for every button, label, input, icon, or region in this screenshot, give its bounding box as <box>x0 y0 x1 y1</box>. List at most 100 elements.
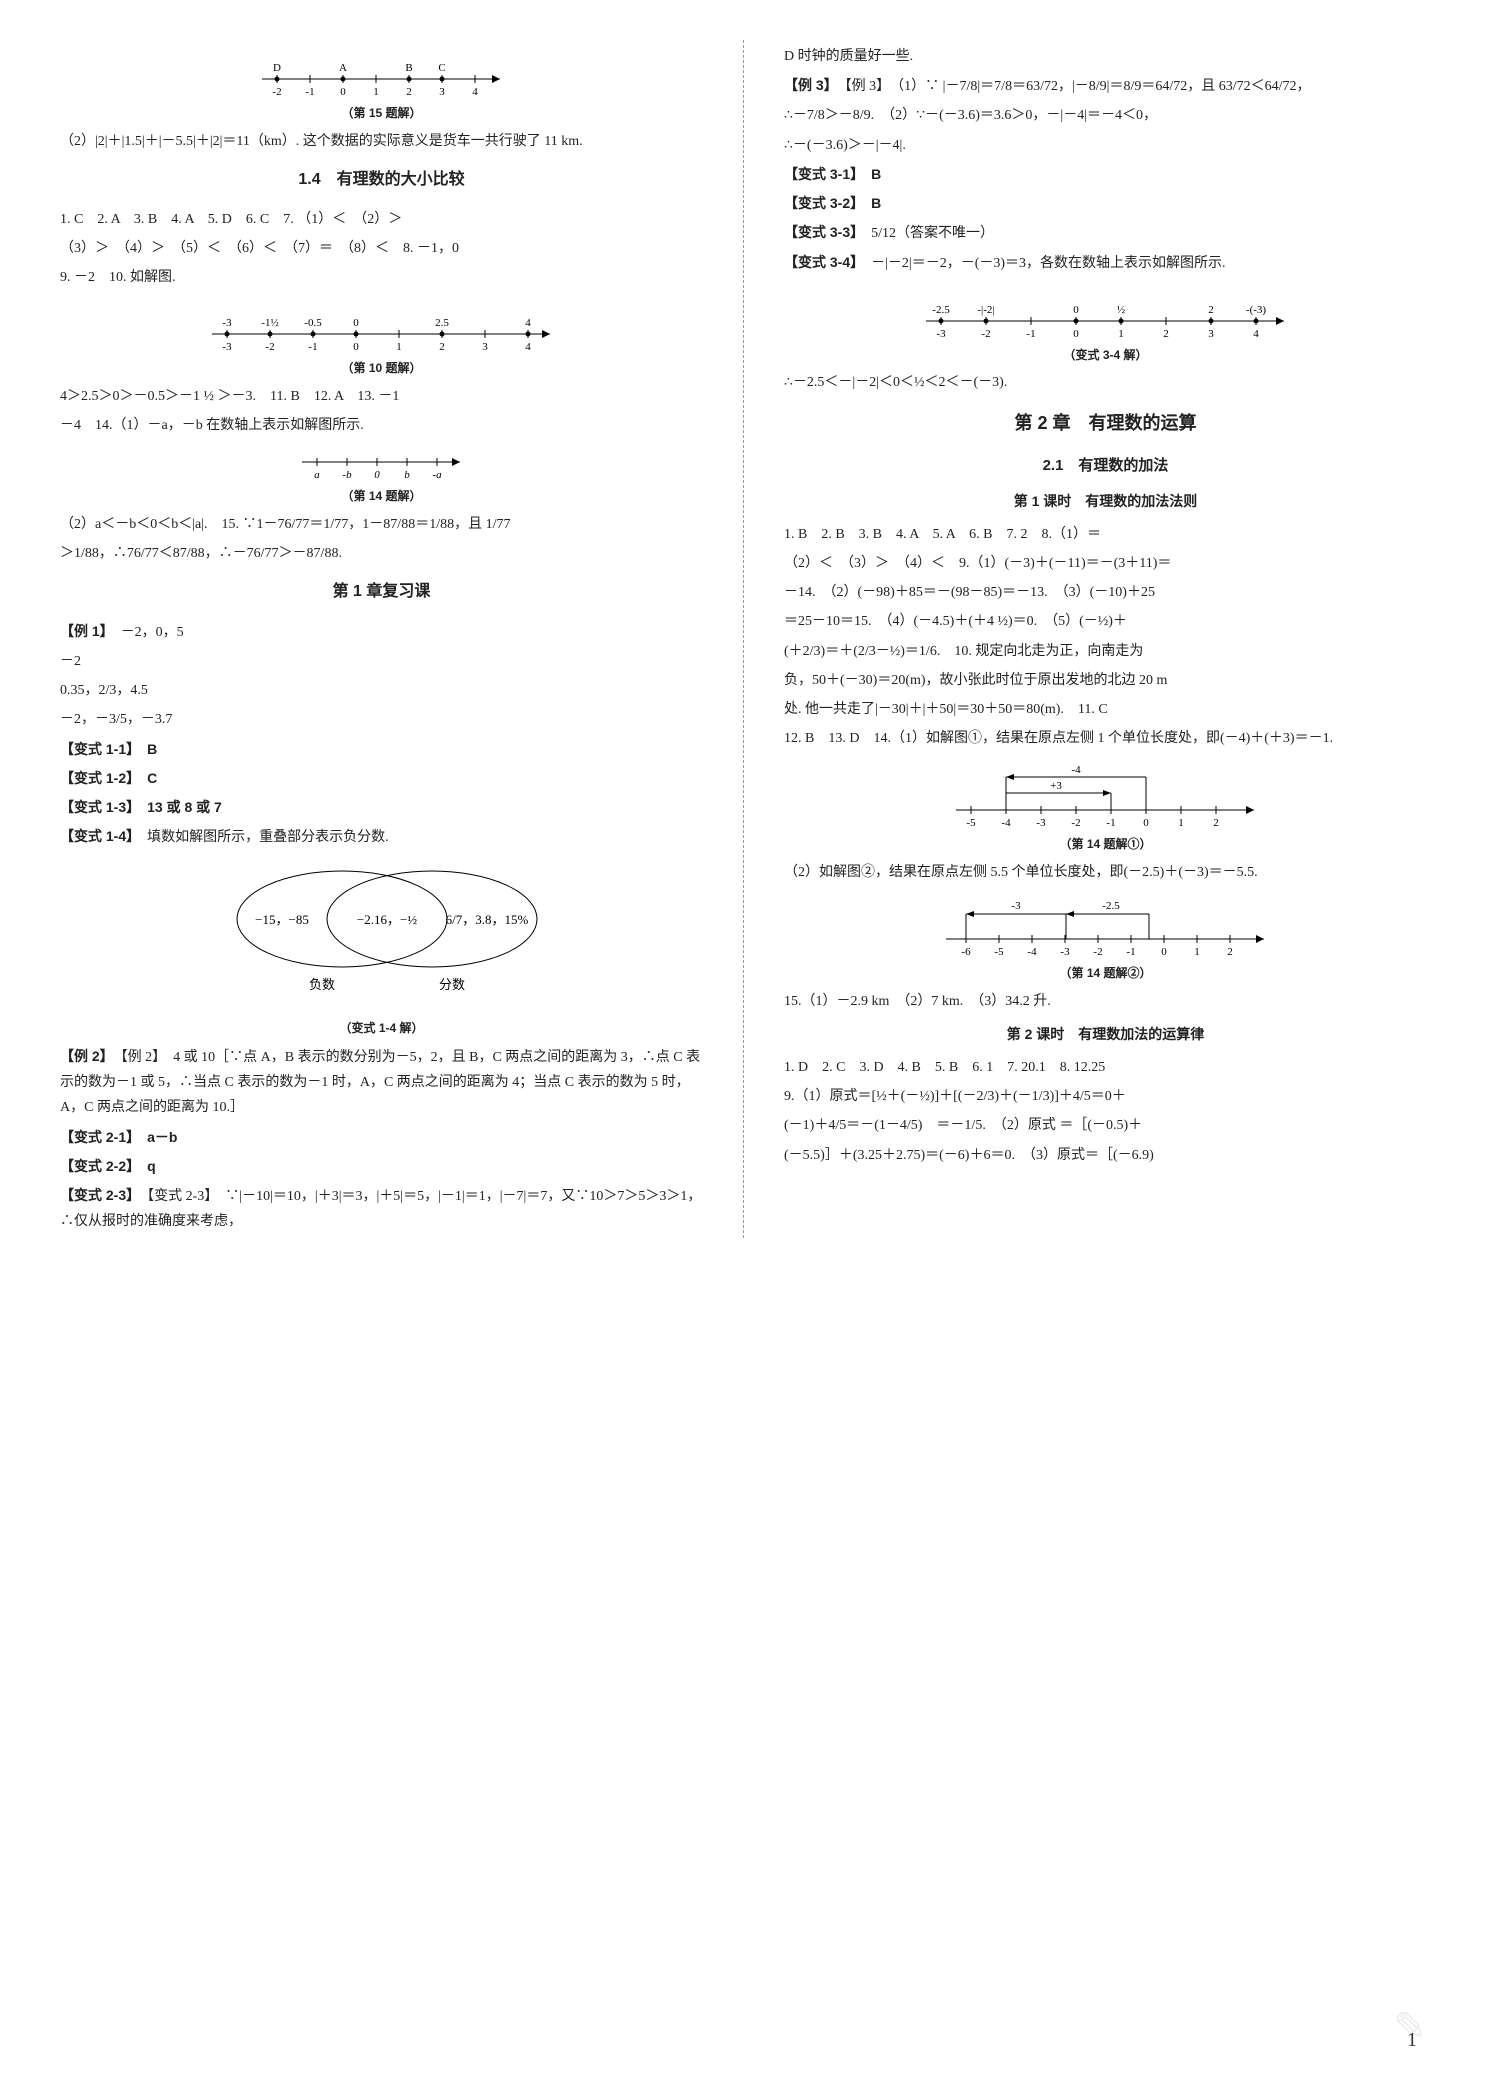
svg-text:4: 4 <box>525 341 531 353</box>
svg-text:0: 0 <box>1143 817 1149 829</box>
ans-21-l4: ＝25－10＝15. （4）(－4.5)＋(＋4 ½)＝0. （5）(－½)＋ <box>784 609 1427 634</box>
answers-1-4-line3: 9. －2 10. 如解图. <box>60 265 703 290</box>
variant-2-3: 【变式 2-3】 【变式 2-3】 ∵|－10|＝10，|＋3|＝3，|＋5|＝… <box>60 1183 703 1234</box>
fig-14-numberline: a-b0b-a <box>292 442 472 482</box>
svg-text:−2.16，−½: −2.16，−½ <box>356 912 416 927</box>
svg-text:0: 0 <box>353 317 359 329</box>
section-2-1-title: 2.1 有理数的加法 <box>784 452 1427 479</box>
svg-text:-|-2|: -|-2| <box>977 304 994 316</box>
svg-text:0: 0 <box>1161 946 1167 958</box>
svg-text:4: 4 <box>1253 328 1259 340</box>
variant-1-1: 【变式 1-1】 B <box>60 737 703 762</box>
variant-2-1: 【变式 2-1】 a－b <box>60 1125 703 1150</box>
svg-text:2.5: 2.5 <box>435 317 449 329</box>
svg-text:-2: -2 <box>1093 946 1102 958</box>
variant-3-4: 【变式 3-4】 －|－2|＝－2，－(－3)＝3，各数在数轴上表示如解图所示. <box>784 250 1427 276</box>
svg-text:a: a <box>314 469 320 481</box>
svg-text:-0.5: -0.5 <box>304 317 322 329</box>
svg-text:-3: -3 <box>222 317 232 329</box>
svg-text:-3: -3 <box>1011 900 1021 912</box>
svg-text:负数: 负数 <box>308 977 334 992</box>
ans-21-l3: －14. （2）(－98)＋85＝－(98－85)＝－13. （3）(－10)＋… <box>784 580 1427 605</box>
svg-text:-5: -5 <box>994 946 1004 958</box>
svg-text:-4: -4 <box>1001 817 1011 829</box>
chapter-1-review-title: 第 1 章复习课 <box>60 578 703 607</box>
svg-text:-4: -4 <box>1027 946 1037 958</box>
answers-1-4-line1: 1. C 2. A 3. B 4. A 5. D 6. C 7. （1）＜ （2… <box>60 207 703 232</box>
chapter-2-title: 第 2 章 有理数的运算 <box>784 407 1427 439</box>
svg-text:1: 1 <box>1178 817 1184 829</box>
variant-1-4-text: 填数如解图所示，重叠部分表示负分数. <box>147 830 389 845</box>
fig-3-4-caption: （变式 3-4 解） <box>784 345 1427 367</box>
variant-3-3: 【变式 3-3】 5/12（答案不唯一） <box>784 220 1427 246</box>
fig-15-numberline: -2D-10A12B3C4 <box>252 44 512 99</box>
svg-text:C: C <box>438 62 445 74</box>
svg-text:2: 2 <box>1213 817 1219 829</box>
text-15-right: 15.（1）－2.9 km （2）7 km. （3）34.2 升. <box>784 989 1427 1014</box>
svg-text:½: ½ <box>1116 304 1124 316</box>
svg-text:2: 2 <box>406 86 412 98</box>
ans-21-l2: （2）＜ （3）＞ （4）＜ 9.（1）(－3)＋(－11)＝－(3＋11)＝ <box>784 551 1427 576</box>
svg-text:-6: -6 <box>961 946 971 958</box>
svg-text:-b: -b <box>342 469 352 481</box>
fig-15-caption: （第 15 题解） <box>60 103 703 125</box>
svg-text:-1: -1 <box>1126 946 1135 958</box>
ans-21-l1: 1. B 2. B 3. B 4. A 5. A 6. B 7. 2 8.（1）… <box>784 522 1427 547</box>
example-1-l2: －2 <box>60 649 703 674</box>
fig-10-caption: （第 10 题解） <box>60 358 703 380</box>
example-3-l2: ∴－7/8＞－8/9. （2）∵－(－3.6)＝3.6＞0，－|－4|＝－4＜0… <box>784 103 1427 128</box>
variant-1-2: 【变式 1-2】 C <box>60 766 703 791</box>
ans-22-l4: (－5.5)］＋(3.25＋2.75)＝(－6)＋6＝0. （3）原式＝［(－6… <box>784 1143 1427 1168</box>
svg-text:-1½: -1½ <box>261 317 278 329</box>
fig-14-1-numberline: -5-4-3-2-1012 -4 +3 <box>946 755 1266 830</box>
lesson-1-title: 第 1 课时 有理数的加法法则 <box>784 489 1427 514</box>
svg-text:b: b <box>404 469 410 481</box>
example-1-label: 【例 1】 <box>60 623 107 639</box>
svg-text:-2: -2 <box>272 86 281 98</box>
column-divider <box>743 40 744 1238</box>
venn-caption: （变式 1-4 解） <box>60 1018 703 1040</box>
example-1-l1: －2，0，5 <box>121 625 184 640</box>
conclusion-3-4: ∴－2.5＜－|－2|＜0＜½＜2＜－(－3). <box>784 370 1427 395</box>
svg-text:-3: -3 <box>222 341 232 353</box>
ans-21-l8: 12. B 13. D 14.（1）如解图①，结果在原点左侧 1 个单位长度处，… <box>784 726 1427 751</box>
svg-text:-1: -1 <box>305 86 314 98</box>
left-column: -2D-10A12B3C4 （第 15 题解） （2）|2|＋|1.5|＋|－5… <box>60 40 703 1238</box>
text-14-2: （2）a＜－b＜0＜b＜|a|. 15. ∵1－76/77＝1/77，1－87/… <box>60 512 703 537</box>
page-number: 1 <box>1407 2022 1417 2058</box>
answers-1-4-line2: （3）＞ （4）＞ （5）＜ （6）＜ （7）＝ （8）＜ 8. －1，0 <box>60 236 703 261</box>
svg-text:−15，−85: −15，−85 <box>255 912 309 927</box>
fig-14-2-caption: （第 14 题解②） <box>784 963 1427 985</box>
variant-1-4-label: 【变式 1-4】 <box>60 828 133 844</box>
text-14-2-right: （2）如解图②，结果在原点左侧 5.5 个单位长度处，即(－2.5)＋(－3)＝… <box>784 860 1427 885</box>
svg-text:-2: -2 <box>981 328 990 340</box>
section-1-4-title: 1.4 有理数的大小比较 <box>60 166 703 195</box>
right-column: D 时钟的质量好一些. 【例 3】 【例 3】 （1）∵ |－7/8|＝7/8＝… <box>784 40 1427 1238</box>
variant-3-1: 【变式 3-1】 B <box>784 162 1427 187</box>
ans-22-l2: 9.（1）原式＝[½＋(－½)]＋[(－2/3)＋(－1/3)]＋4/5＝0＋ <box>784 1084 1427 1109</box>
svg-text:-(-3): -(-3) <box>1245 304 1265 316</box>
svg-text:D: D <box>273 62 281 74</box>
example-1-l3: 0.35，2/3，4.5 <box>60 678 703 703</box>
fig-14-caption: （第 14 题解） <box>60 486 703 508</box>
ans-21-l5: (＋2/3)＝＋(2/3－½)＝1/6. 10. 规定向北走为正，向南走为 <box>784 639 1427 664</box>
svg-text:2: 2 <box>1227 946 1233 958</box>
fig-14-1-caption: （第 14 题解①） <box>784 834 1427 856</box>
variant-2-2: 【变式 2-2】 q <box>60 1154 703 1179</box>
svg-text:3: 3 <box>482 341 488 353</box>
svg-text:1: 1 <box>373 86 379 98</box>
fig-3-4-numberline: -3-2.5-2-|-2|-1001½2324-(-3) <box>916 281 1296 341</box>
svg-text:2: 2 <box>439 341 445 353</box>
svg-text:4: 4 <box>525 317 531 329</box>
svg-text:+3: +3 <box>1050 780 1062 792</box>
svg-text:分数: 分数 <box>438 977 464 992</box>
lesson-2-title: 第 2 课时 有理数加法的运算律 <box>784 1022 1427 1047</box>
svg-text:6/7，3.8，15%: 6/7，3.8，15% <box>445 912 528 927</box>
fig-10-numberline: -3-3-2-1½-1-0.500122.5344 <box>202 294 562 354</box>
svg-text:-5: -5 <box>966 817 976 829</box>
variant-3-2: 【变式 3-2】 B <box>784 191 1427 216</box>
svg-text:1: 1 <box>396 341 402 353</box>
svg-text:-1: -1 <box>308 341 317 353</box>
ans-21-l6: 负，50＋(－30)＝20(m)，故小张此时位于原出发地的北边 20 m <box>784 668 1427 693</box>
ans-22-l1: 1. D 2. C 3. D 4. B 5. B 6. 1 7. 20.1 8.… <box>784 1055 1427 1080</box>
